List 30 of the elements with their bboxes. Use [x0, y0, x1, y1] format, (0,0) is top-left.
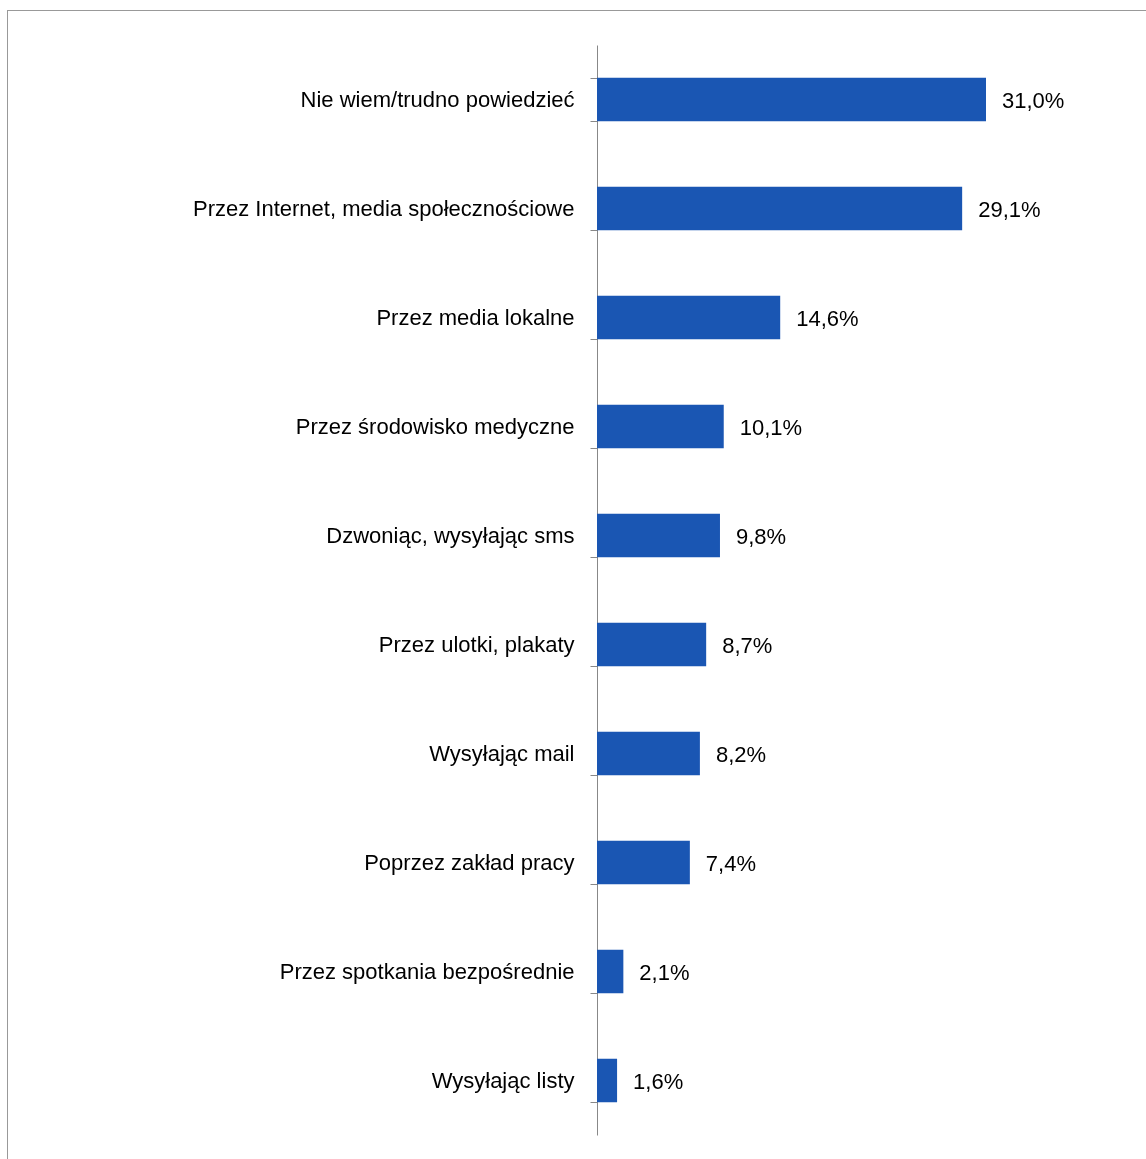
data-label: 8,2%: [715, 741, 767, 767]
data-label: 29,1%: [978, 196, 1041, 222]
data-label: 14,6%: [796, 305, 859, 331]
bar: [597, 186, 963, 231]
data-label: 1,6%: [633, 1068, 684, 1094]
bar: [597, 840, 690, 885]
data-label: 31,0%: [1002, 87, 1065, 113]
bar: [597, 77, 986, 122]
y-tick-label: Przez środowisko medyczne: [295, 414, 575, 439]
y-tick-label: Przez spotkania bezpośrednie: [279, 959, 575, 984]
bar: [597, 731, 700, 776]
bar: [597, 513, 720, 558]
y-tick-label: Przez Internet, media społecznościowe: [192, 196, 575, 221]
y-tick-label: Poprzez zakład pracy: [364, 850, 575, 875]
y-tick-label: Dzwoniąc, wysyłając sms: [326, 523, 575, 548]
y-tick-label: Wysyłając mail: [429, 741, 575, 766]
bar: [597, 622, 707, 667]
bar: [597, 404, 724, 449]
data-label: 8,7%: [722, 632, 773, 658]
y-tick-label: Nie wiem/trudno powiedzieć: [300, 87, 575, 112]
bar: [597, 295, 781, 340]
y-tick-label: Wysyłając listy: [431, 1068, 575, 1093]
data-label: 9,8%: [735, 523, 787, 549]
y-tick-label: Przez media lokalne: [376, 305, 575, 330]
data-label: 7,4%: [705, 850, 757, 876]
bar: [597, 1058, 618, 1103]
y-tick-label: Przez ulotki, plakaty: [378, 632, 575, 657]
data-label: 2,1%: [639, 959, 690, 985]
data-label: 10,1%: [739, 414, 803, 440]
bar: [597, 949, 624, 994]
